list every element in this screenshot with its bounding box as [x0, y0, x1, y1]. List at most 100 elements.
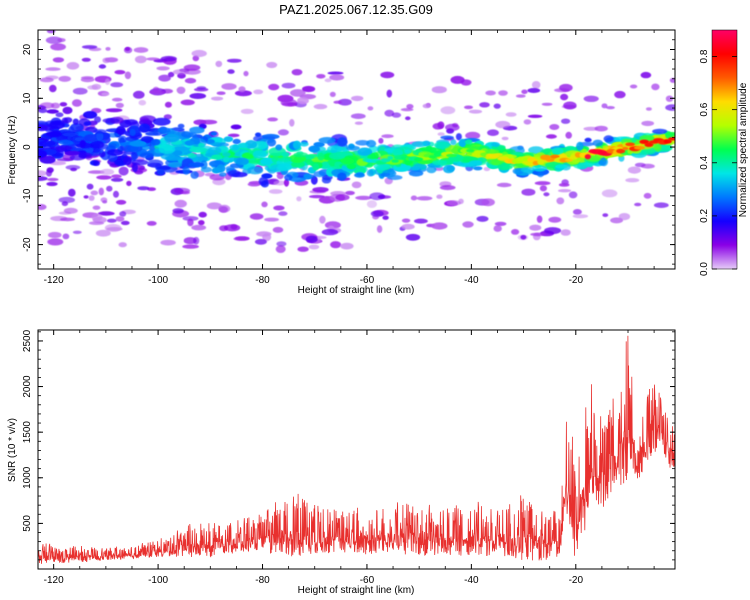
heatmap-cell [445, 123, 460, 131]
colorbar-tick-label: 0.8 [699, 49, 710, 63]
heatmap-cell [560, 93, 569, 101]
heatmap-cell [387, 155, 394, 160]
heatmap-cell [485, 90, 496, 96]
heatmap-cell [625, 142, 635, 147]
heatmap-cell [247, 158, 262, 164]
heatmap-cell [247, 166, 264, 175]
heatmap-cell [654, 142, 662, 152]
heatmap-cell [446, 153, 457, 158]
heatmap-cell [138, 99, 147, 106]
heatmap-cell [198, 220, 205, 226]
snr-y-axis: 500 1000 1500 2000 2500 [22, 329, 675, 570]
heatmap-cell [55, 112, 64, 118]
heatmap-cell [460, 79, 472, 86]
heatmap-cell [132, 163, 138, 173]
heatmap-cell [416, 196, 433, 201]
snr-y-label: SNR (10 * v/v) [7, 418, 18, 482]
heatmap-cell [458, 138, 467, 148]
snr-frame [37, 329, 676, 570]
x-tick-label: -120 [44, 575, 64, 586]
heatmap-cell [633, 145, 646, 150]
heatmap-cell [431, 222, 448, 230]
heatmap-cell [405, 233, 421, 241]
heatmap-cell [146, 57, 160, 61]
heatmap-cell [164, 101, 172, 108]
heatmap-cell [149, 90, 166, 95]
heatmap-cell [115, 216, 125, 222]
heatmap-cell [544, 227, 562, 235]
heatmap-cell [237, 142, 249, 148]
y-tick-label: 500 [22, 515, 33, 532]
heatmap-cell [172, 150, 183, 156]
heatmap-cell [354, 121, 363, 125]
heatmap-cell [90, 140, 105, 149]
heatmap-cell [614, 90, 626, 99]
heatmap-cell [665, 104, 675, 111]
y-tick-label: 10 [22, 92, 33, 104]
heatmap-cell [283, 178, 290, 187]
heatmap-cell [111, 97, 123, 102]
heatmap-cell [551, 147, 564, 155]
heatmap-cell [539, 185, 548, 192]
heatmap-cell [563, 101, 577, 110]
heatmap-cell [46, 181, 58, 187]
heatmap-cell [618, 213, 631, 221]
heatmap-cell [46, 167, 54, 174]
heatmap-cell [401, 223, 415, 230]
heatmap-cell [541, 102, 553, 106]
heatmap-cell [235, 157, 249, 166]
heatmap-cell [268, 189, 283, 194]
heatmap-cell [319, 215, 326, 224]
heatmap-cell [273, 180, 286, 186]
heatmap-cell [157, 169, 165, 175]
heatmap-cell [505, 112, 517, 117]
heatmap-cell [493, 103, 501, 109]
heatmap-cell [583, 95, 599, 103]
heatmap-cell [493, 225, 502, 232]
heatmap-cell [210, 131, 218, 136]
heatmap-cell [601, 103, 608, 109]
heatmap-cell [38, 124, 48, 132]
heatmap-cell [219, 172, 227, 177]
heatmap-cell [83, 195, 89, 199]
heatmap-cell [316, 74, 326, 79]
spectrogram-heatmap [38, 30, 675, 254]
heatmap-cell [114, 70, 126, 75]
heatmap-cell [47, 177, 59, 182]
heatmap-cell [164, 133, 180, 143]
heatmap-cell [501, 165, 513, 170]
heatmap-cell [61, 201, 69, 207]
heatmap-cell [52, 57, 65, 63]
heatmap-cell [652, 128, 668, 135]
heatmap-cell [45, 36, 63, 44]
heatmap-cell [536, 215, 543, 223]
heatmap-cell [665, 95, 674, 102]
figure-title: PAZ1.2025.067.12.35.G09 [279, 2, 433, 17]
heatmap-cell [206, 202, 222, 210]
snr-series-line [38, 335, 675, 564]
heatmap-cell [410, 166, 420, 171]
heatmap-cell [46, 109, 59, 114]
heatmap-cell [116, 125, 126, 135]
heatmap-cell [124, 71, 132, 80]
heatmap-cell [58, 196, 75, 204]
heatmap-cell [281, 152, 290, 157]
heatmap-cell [97, 211, 115, 216]
heatmap-cell [350, 113, 366, 119]
heatmap-cell [232, 138, 241, 145]
heatmap-cell [58, 75, 71, 82]
heatmap-cell [223, 224, 241, 232]
heatmap-cell [422, 103, 431, 109]
heatmap-cell [222, 156, 230, 163]
heatmap-cell [81, 57, 91, 62]
heatmap-cell [105, 47, 111, 51]
heatmap-cell [406, 104, 414, 109]
heatmap-cell [366, 169, 375, 177]
heatmap-cell [87, 170, 105, 174]
heatmap-cell [602, 213, 609, 218]
y-tick-label: 1000 [22, 466, 33, 489]
heatmap-cell [446, 165, 456, 172]
heatmap-cell [333, 100, 343, 104]
heatmap-cell [345, 190, 355, 196]
heatmap-cell [50, 43, 66, 51]
